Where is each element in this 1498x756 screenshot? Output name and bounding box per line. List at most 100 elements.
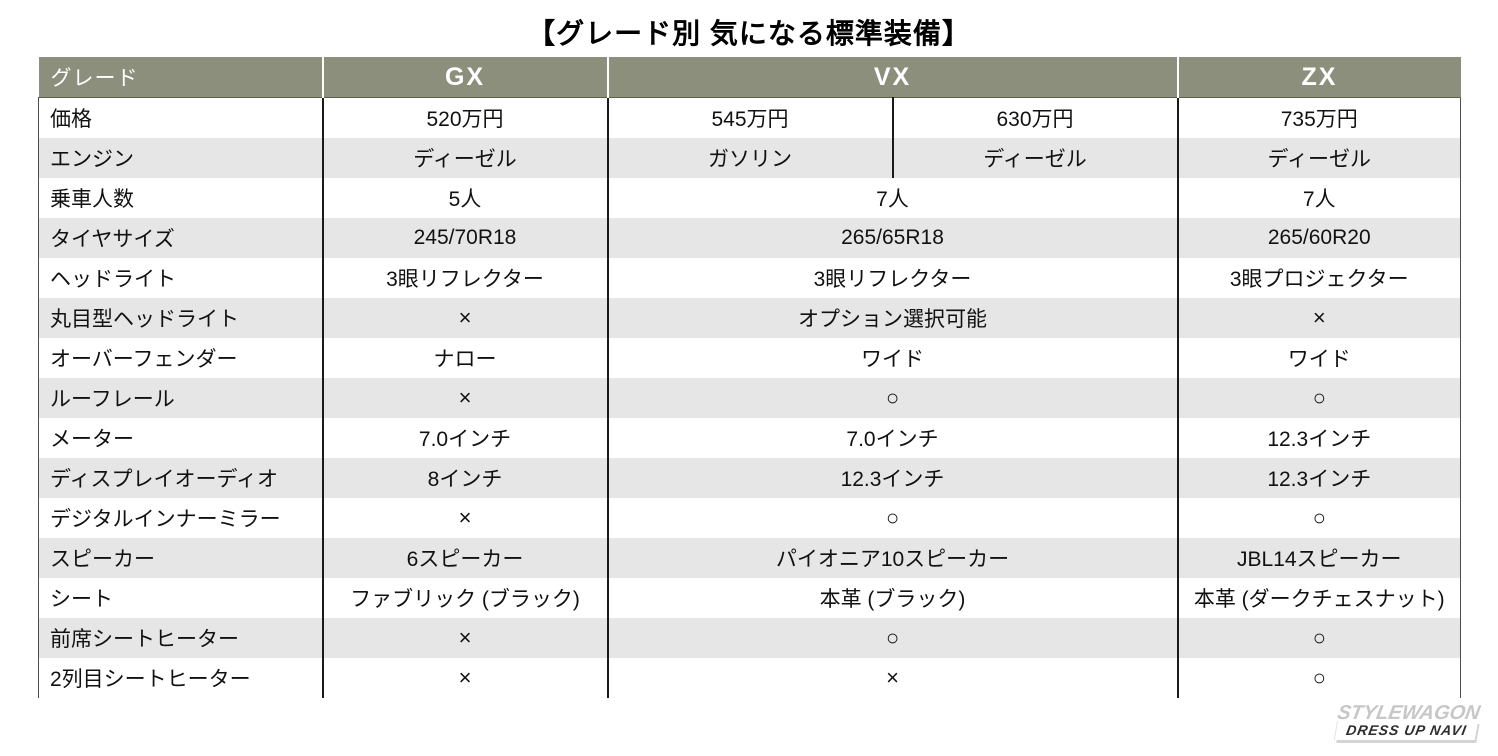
table-row: 乗車人数 5人 7人 7人 [38, 178, 1462, 218]
spec-label-cell: 価格 [38, 97, 323, 138]
spec-label-cell: オーバーフェンダー [38, 338, 323, 378]
header-grade-vx: VX [606, 57, 1178, 98]
spec-value-gx: × [321, 378, 608, 418]
spec-value-vx: パイオニア10スピーカー [606, 538, 1178, 578]
table-row: スピーカー 6スピーカー パイオニア10スピーカー JBL14スピーカー [38, 538, 1462, 578]
spec-value-vx-gasoline: ガソリン [606, 138, 893, 178]
spec-value-vx: ○ [606, 378, 1178, 418]
table-header: グレード GX VX ZX [38, 57, 1461, 98]
spec-value-zx: 265/60R20 [1176, 218, 1462, 258]
circle-mark-icon: ○ [885, 385, 900, 410]
spec-value-zx: ○ [1176, 378, 1462, 418]
spec-value-gx: 8インチ [321, 458, 608, 498]
spec-value-gx: ナロー [321, 338, 608, 378]
cross-mark-icon: × [458, 505, 472, 530]
spec-value-vx: 3眼リフレクター [606, 258, 1178, 298]
spec-value-vx: ○ [606, 498, 1178, 538]
spec-value-zx: ○ [1176, 498, 1462, 538]
spec-label-cell: ディスプレイオーディオ [38, 458, 323, 498]
spec-value-gx: × [321, 618, 608, 658]
spec-value-zx: × [1176, 298, 1462, 338]
grade-comparison-table: グレード GX VX ZX 価格 520万円 545万円 630万円 735万円 エンジン… [38, 57, 1462, 698]
circle-mark-icon: ○ [1312, 665, 1326, 690]
table-row: シート ファブリック (ブラック) 本革 (ブラック) 本革 (ダークチェスナット) [38, 578, 1462, 618]
spec-value-gx: × [321, 658, 608, 698]
cross-mark-icon: × [1312, 305, 1326, 330]
header-row: グレード GX VX ZX [38, 57, 1461, 98]
spec-label-cell: 2列目シートヒーター [38, 658, 323, 698]
table-row: タイヤサイズ 245/70R18 265/65R18 265/60R20 [38, 218, 1462, 258]
circle-mark-icon: ○ [885, 505, 900, 530]
spec-value-zx: 12.3インチ [1176, 418, 1462, 458]
spec-value-zx: 本革 (ダークチェスナット) [1176, 578, 1462, 618]
spec-value-vx-diesel: ディーゼル [891, 138, 1178, 178]
table-row: ルーフレール × ○ ○ [38, 378, 1462, 418]
spec-value-zx: 7人 [1176, 178, 1462, 218]
cross-mark-icon: × [458, 305, 472, 330]
table-row: オーバーフェンダー ナロー ワイド ワイド [38, 338, 1462, 378]
spec-value-vx: オプション選択可能 [606, 298, 1178, 338]
circle-mark-icon: ○ [885, 625, 900, 650]
table-row: エンジン ディーゼル ガソリン ディーゼル ディーゼル [38, 138, 1462, 178]
spec-table-body: 価格 520万円 545万円 630万円 735万円 エンジン ディーゼル ガソリン ディーゼル… [38, 97, 1462, 698]
spec-value-zx: ワイド [1176, 338, 1462, 378]
stylewagon-logo: STYLEWAGON DRESS UP NAVI [1333, 702, 1482, 740]
table-row: ヘッドライト 3眼リフレクター 3眼リフレクター 3眼プロジェクター [38, 258, 1462, 298]
table-row: 2列目シートヒーター × × ○ [38, 658, 1462, 698]
spec-value-vx: 265/65R18 [606, 218, 1178, 258]
spec-label-cell: ヘッドライト [38, 258, 323, 298]
header-grade-label: グレード [38, 57, 323, 98]
spec-value-gx: × [321, 498, 608, 538]
table-row: 価格 520万円 545万円 630万円 735万円 [38, 97, 1462, 138]
spec-value-gx: 520万円 [321, 97, 608, 138]
spec-label-cell: 前席シートヒーター [38, 618, 323, 658]
spec-label-cell: タイヤサイズ [38, 218, 323, 258]
spec-label-cell: 丸目型ヘッドライト [38, 298, 323, 338]
spec-value-zx: 3眼プロジェクター [1176, 258, 1462, 298]
cross-mark-icon: × [458, 665, 472, 690]
spec-value-zx: ディーゼル [1176, 138, 1462, 178]
circle-mark-icon: ○ [1312, 505, 1326, 530]
spec-value-gx: 5人 [321, 178, 608, 218]
spec-label-cell: 乗車人数 [38, 178, 323, 218]
circle-mark-icon: ○ [1312, 625, 1326, 650]
spec-value-gx: 7.0インチ [321, 418, 608, 458]
table-row: 丸目型ヘッドライト × オプション選択可能 × [38, 298, 1462, 338]
spec-value-vx: ○ [606, 618, 1178, 658]
spec-value-zx: ○ [1176, 658, 1462, 698]
spec-value-vx-gasoline: 545万円 [606, 97, 893, 138]
table-row: メーター 7.0インチ 7.0インチ 12.3インチ [38, 418, 1462, 458]
spec-label-cell: シート [38, 578, 323, 618]
table-row: ディスプレイオーディオ 8インチ 12.3インチ 12.3インチ [38, 458, 1462, 498]
spec-label-cell: ルーフレール [38, 378, 323, 418]
header-grade-gx: GX [321, 57, 608, 98]
spec-value-zx: 12.3インチ [1176, 458, 1462, 498]
spec-value-gx: 245/70R18 [321, 218, 608, 258]
dressup-navi-logo-text: DRESS UP NAVI [1334, 721, 1479, 740]
spec-value-vx: 7.0インチ [606, 418, 1178, 458]
stylewagon-logo-text: STYLEWAGON [1335, 702, 1482, 724]
circle-mark-icon: ○ [1312, 385, 1326, 410]
cross-mark-icon: × [458, 385, 472, 410]
spec-value-zx: JBL14スピーカー [1176, 538, 1462, 578]
spec-value-gx: 3眼リフレクター [321, 258, 608, 298]
spec-value-zx: ○ [1176, 618, 1462, 658]
spec-value-vx: × [606, 658, 1178, 698]
spec-value-zx: 735万円 [1176, 97, 1462, 138]
cross-mark-icon: × [458, 625, 472, 650]
spec-label-cell: エンジン [38, 138, 323, 178]
table-row: 前席シートヒーター × ○ ○ [38, 618, 1462, 658]
spec-value-vx-diesel: 630万円 [891, 97, 1178, 138]
spec-label-cell: メーター [38, 418, 323, 458]
cross-mark-icon: × [886, 665, 899, 690]
spec-label-cell: デジタルインナーミラー [38, 498, 323, 538]
header-grade-zx: ZX [1176, 57, 1461, 98]
spec-label-cell: スピーカー [38, 538, 323, 578]
page-title: 【グレード別 気になる標準装備】 [527, 18, 971, 49]
spec-value-vx: 12.3インチ [606, 458, 1178, 498]
table-row: デジタルインナーミラー × ○ ○ [38, 498, 1462, 538]
spec-value-gx: ディーゼル [321, 138, 608, 178]
spec-value-gx: × [321, 298, 608, 338]
spec-value-gx: ファブリック (ブラック) [321, 578, 608, 618]
